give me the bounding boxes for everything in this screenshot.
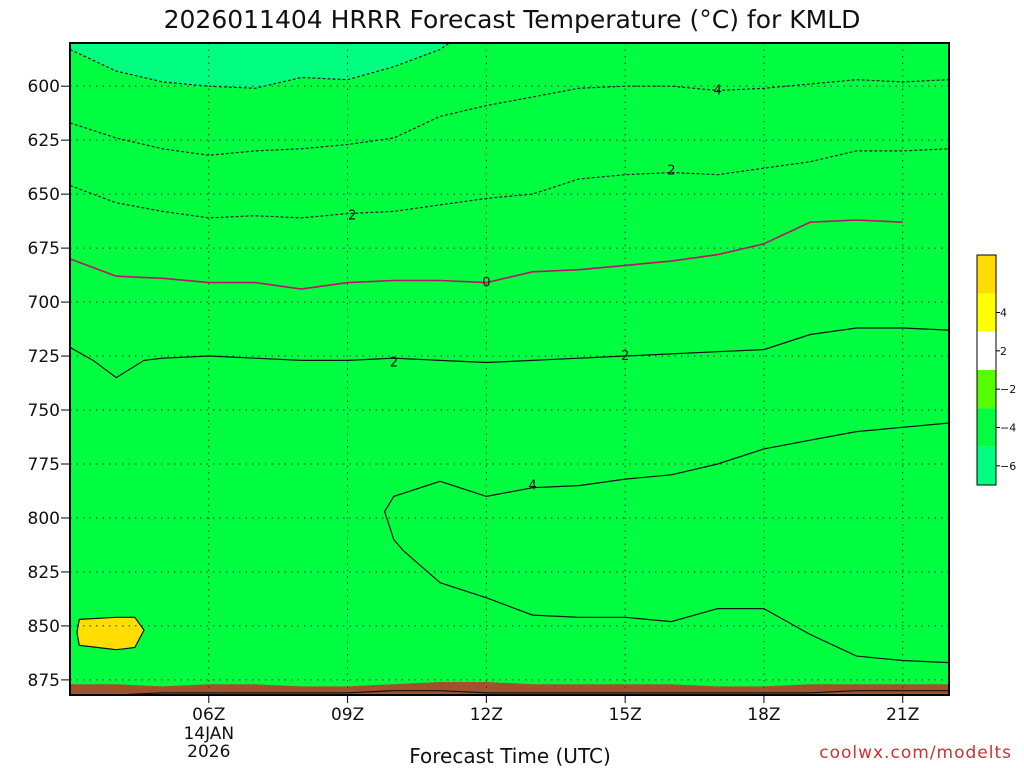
x-tick-label-15Z: 15Z (609, 705, 642, 725)
contour-line-cm2 (70, 148, 949, 219)
terrain-fill (70, 682, 949, 695)
y-tick-label-825: 825 (28, 563, 60, 583)
x-tick-label-09Z: 09Z (331, 705, 364, 725)
plot-frame (69, 42, 950, 696)
y-tick-label-700: 700 (28, 293, 60, 313)
x-tick-sublabel-0: 14JAN (183, 724, 234, 744)
x-tick-label-18Z: 18Z (747, 705, 780, 725)
contour-label-0: 4 (714, 83, 722, 98)
y-tick-label-775: 775 (28, 455, 60, 475)
contour-label-3: 0 (482, 276, 490, 291)
contour-label-5: 2 (621, 349, 629, 364)
contour-line-c0 (70, 219, 903, 290)
temperature-fill-layer (70, 43, 949, 695)
colorbar-label-2: −2 (1000, 383, 1016, 396)
credit-text: coolwx.com/modelts (819, 743, 1012, 763)
colorbar-legend: −6 −4 −2 2 4 (976, 254, 1016, 486)
y-tick-label-875: 875 (28, 671, 60, 691)
colorbar-swatch-0 (977, 255, 996, 294)
contour-label-2: 2 (348, 209, 356, 224)
contour-label-4: 2 (390, 356, 398, 371)
colorbar-swatch-5 (977, 446, 996, 485)
colorbar-swatch-2 (977, 331, 996, 370)
y-tick-label-650: 650 (28, 185, 60, 205)
contour-layer (70, 43, 949, 695)
x-tick-label-21Z: 21Z (886, 705, 919, 725)
grid-layer (70, 43, 949, 695)
x-tick-sublabel-1: 2026 (187, 742, 230, 762)
x-axis-label: Forecast Time (UTC) (409, 744, 611, 768)
x-tick-label-12Z: 12Z (470, 705, 503, 725)
x-tick-label-06Z: 06Z (192, 705, 225, 725)
contour-line-c4b (76, 616, 145, 651)
contour-line-cm6 (70, 43, 450, 89)
y-tick-label-675: 675 (28, 239, 60, 259)
contour-line-cm4 (70, 79, 949, 156)
colorbar-label-3: 2 (1000, 345, 1007, 358)
fill-band-below-minus6 (70, 43, 450, 89)
contour-label-1: 2 (667, 163, 675, 178)
chart-title: 2026011404 HRRR Forecast Temperature (°C… (164, 5, 861, 34)
colorbar-label-4: 4 (1000, 307, 1007, 320)
fill-band-above-4-pocket (76, 617, 144, 650)
y-tick-label-800: 800 (28, 509, 60, 529)
colorbar-swatch-3 (977, 370, 996, 409)
colorbar-swatch-4 (977, 408, 996, 447)
colorbar-label-1: −4 (1000, 422, 1016, 435)
y-axis: 600 625 650 675 700 725 750 775 800 825 850 875 (28, 77, 70, 691)
contour-line-c2 (70, 327, 949, 379)
contour-label-layer: 4 2 2 0 2 2 4 (348, 83, 722, 494)
contour-line-c4 (70, 422, 949, 695)
y-tick-label-850: 850 (28, 617, 60, 637)
contour-label-6: 4 (528, 479, 536, 494)
y-tick-label-625: 625 (28, 131, 60, 151)
y-tick-label-750: 750 (28, 401, 60, 421)
fill-band-minus6-to-minus4 (70, 43, 949, 695)
y-tick-label-725: 725 (28, 347, 60, 367)
colorbar-frame (976, 254, 997, 486)
y-tick-label-600: 600 (28, 77, 60, 97)
colorbar-label-0: −6 (1000, 460, 1016, 473)
terrain-layer (70, 682, 949, 695)
colorbar-swatch-1 (977, 293, 996, 332)
